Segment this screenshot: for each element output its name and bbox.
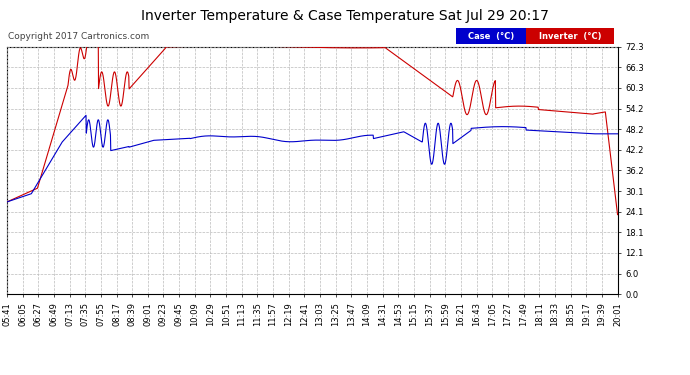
Text: Case  (°C): Case (°C) [468,32,514,41]
Text: Inverter  (°C): Inverter (°C) [539,32,602,41]
FancyBboxPatch shape [526,28,615,44]
FancyBboxPatch shape [455,28,526,44]
Text: Copyright 2017 Cartronics.com: Copyright 2017 Cartronics.com [8,32,149,41]
Text: Inverter Temperature & Case Temperature Sat Jul 29 20:17: Inverter Temperature & Case Temperature … [141,9,549,23]
